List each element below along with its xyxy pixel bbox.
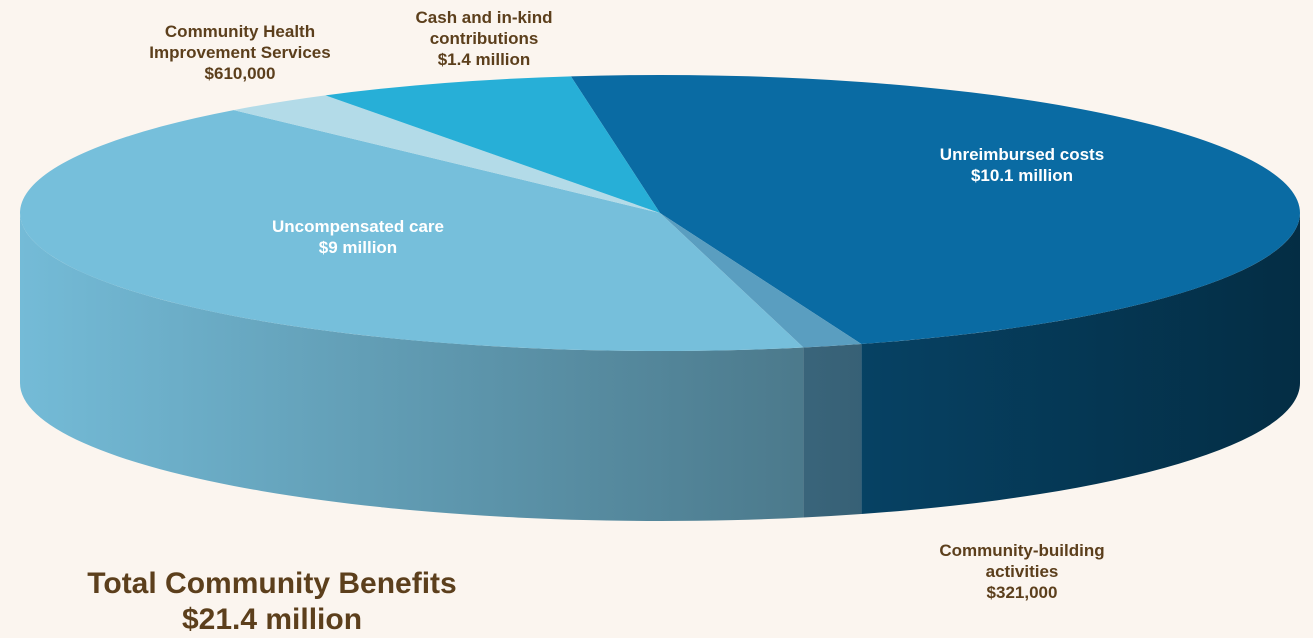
total-value: $21.4 million [181, 603, 363, 636]
slice [660, 213, 862, 348]
category-label: Community-building activities [939, 541, 1105, 581]
slice-label: Unreimbursed costs $10.1 million [892, 144, 1152, 186]
slice [233, 95, 660, 213]
value-label: $321,000 [986, 583, 1058, 602]
category-label: Community Health Improvement Services [149, 22, 331, 62]
slice-side [20, 213, 804, 521]
category-label: Cash and in-kind contributions [415, 8, 553, 48]
slice-label: Community Health Improvement Services $61… [115, 21, 365, 84]
slice-label: Uncompensated care $9 million [228, 216, 488, 258]
slice [325, 76, 660, 213]
value-label: $10.1 million [970, 166, 1074, 185]
category-label: Uncompensated care [272, 217, 444, 236]
slice-label: Community-building activities $321,000 [927, 540, 1117, 603]
slice [570, 74, 1301, 344]
slice-side [803, 343, 862, 518]
slice-label: Cash and in-kind contributions $1.4 milli… [399, 7, 569, 70]
category-label: Unreimbursed costs [939, 145, 1105, 164]
total-title: Total Community Benefits [87, 567, 457, 600]
slice-side [861, 213, 1300, 514]
value-label: $9 million [318, 238, 398, 257]
value-label: $1.4 million [437, 50, 531, 69]
total: Total Community Benefits $21.4 million [87, 566, 456, 638]
value-label: $610,000 [204, 64, 276, 83]
slice [19, 110, 804, 351]
